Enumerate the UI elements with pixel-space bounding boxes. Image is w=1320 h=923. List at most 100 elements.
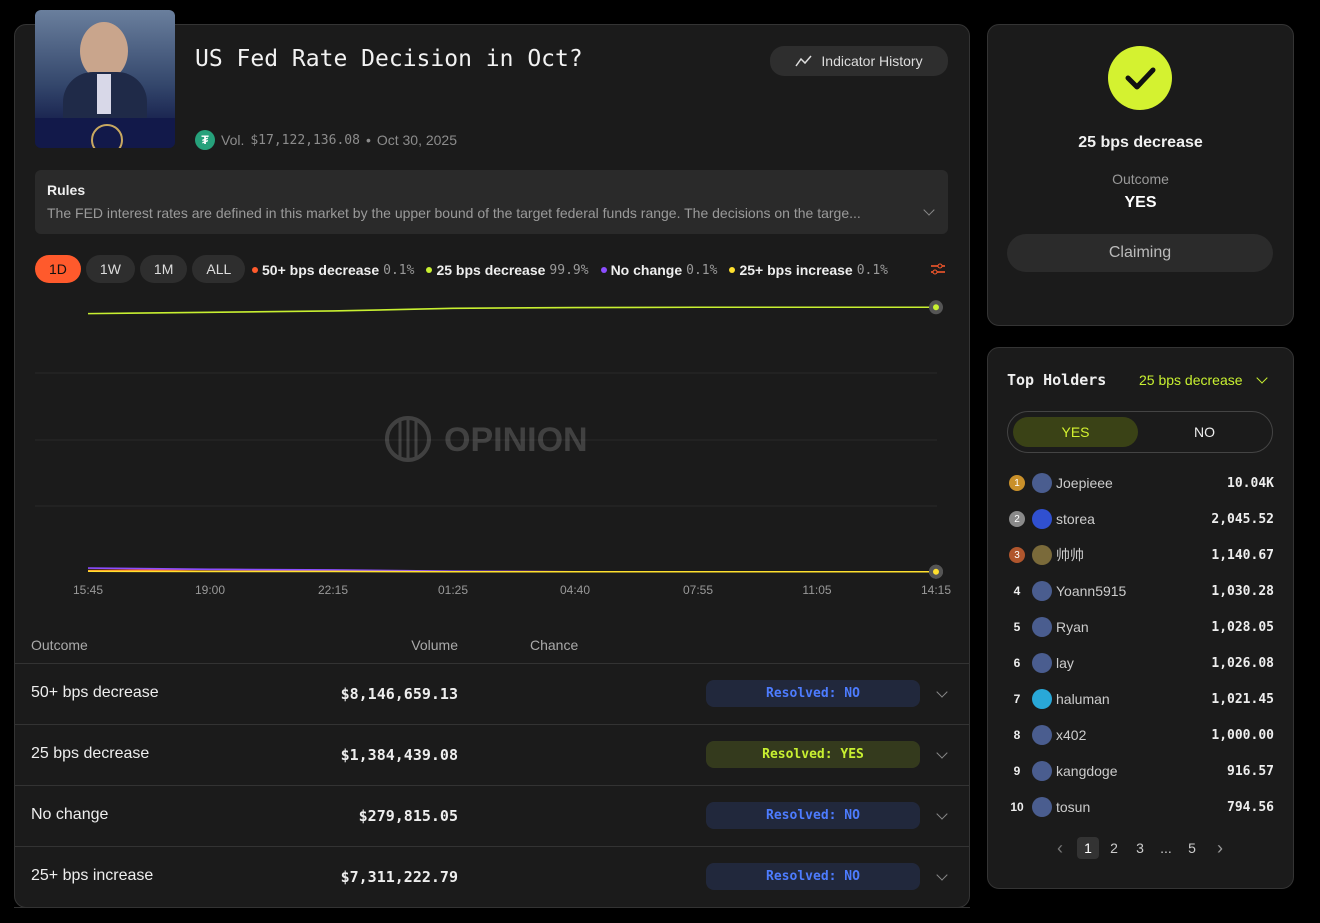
legend-item: 25 bps decrease 99.9%: [426, 262, 589, 278]
page-number[interactable]: ...: [1160, 840, 1172, 856]
outcome-volume: $1,384,439.08: [340, 746, 458, 764]
holder-name: tosun: [1056, 799, 1091, 815]
holder-name: Joepieee: [1056, 475, 1113, 491]
date: Oct 30, 2025: [376, 132, 458, 148]
holder-name: Yoann5915: [1056, 583, 1127, 599]
indicator-history-button[interactable]: Indicator History: [770, 46, 948, 76]
result-outcome: 25 bps decrease: [1078, 134, 1203, 151]
holder-row: 6 lay 1,026.08: [1008, 651, 1274, 675]
row-separator: [14, 785, 970, 786]
holder-amount: 1,000.00: [1211, 727, 1274, 743]
legend-name: 25+ bps increase: [739, 262, 853, 278]
next-page[interactable]: ›: [1217, 837, 1223, 858]
legend-item: 25+ bps increase 0.1%: [729, 262, 888, 278]
holder-name: lay: [1056, 655, 1074, 671]
holder-row: 1 Joepieee 10.04K: [1008, 471, 1274, 495]
legend-dot: [600, 267, 607, 273]
pagination: ‹ 1 2 3... 5 ›: [1040, 837, 1240, 859]
legend-name: 50+ bps decrease: [262, 262, 380, 278]
holder-name: haluman: [1056, 691, 1110, 707]
legend-name: No change: [610, 262, 683, 278]
holder-avatar: [1032, 473, 1052, 493]
holder-row: 2 storea 2,045.52: [1008, 507, 1274, 531]
holder-amount: 916.57: [1227, 763, 1274, 779]
page-number[interactable]: 3: [1136, 840, 1144, 856]
market-meta: ₮ Vol. $17,122,136.08 • Oct 30, 2025: [195, 130, 457, 150]
watermark: OPINION: [385, 416, 588, 462]
button-label: Indicator History: [821, 53, 923, 69]
result-answer: YES: [1124, 194, 1157, 211]
holder-avatar: [1032, 581, 1052, 601]
x-tick-label: 15:45: [73, 583, 103, 597]
page-number[interactable]: 1: [1077, 837, 1099, 859]
status-badge: Resolved: NO: [706, 863, 920, 890]
holder-amount: 10.04K: [1227, 475, 1274, 491]
end-point: [929, 300, 943, 315]
holder-amount: 1,030.28: [1211, 583, 1274, 599]
holder-amount: 794.56: [1227, 799, 1274, 815]
watermark-text: OPINION: [444, 421, 588, 459]
outcome-name: 50+ bps decrease: [31, 684, 159, 701]
volume-label: Vol.: [221, 132, 245, 148]
outcome-name: 25 bps decrease: [31, 745, 150, 762]
status-badge: Resolved: NO: [706, 680, 920, 707]
tab-yes[interactable]: YES: [1013, 417, 1138, 447]
market-image: [35, 10, 175, 148]
row-separator: [14, 907, 970, 908]
holder-avatar: [1032, 797, 1052, 817]
holder-avatar: [1032, 509, 1052, 529]
volume: $17,122,136.08: [250, 132, 360, 148]
holders-filter[interactable]: 25 bps decrease: [1139, 372, 1243, 388]
timeframes: 1D 1W 1M ALL: [35, 255, 246, 283]
x-tick-label: 04:40: [560, 583, 590, 597]
x-tick-label: 07:55: [683, 583, 713, 597]
holder-row: 10 tosun 794.56: [1008, 795, 1274, 819]
column-header: Volume: [411, 637, 458, 653]
holder-row: 5 Ryan 1,028.05: [1008, 615, 1274, 639]
outcome-label: Outcome: [1112, 171, 1169, 187]
holder-rank: 9: [1013, 764, 1021, 778]
timeframe-button[interactable]: 1W: [85, 255, 135, 283]
legend-chance: 0.1%: [383, 262, 415, 278]
timeframe-button[interactable]: 1M: [139, 255, 188, 283]
timeframe-button[interactable]: ALL: [192, 255, 246, 283]
holder-amount: 1,026.08: [1211, 655, 1274, 671]
tab-no[interactable]: NO: [1194, 424, 1215, 440]
holders-title: Top Holders: [1007, 371, 1107, 389]
x-tick-label: 22:15: [318, 583, 348, 597]
holder-avatar: [1032, 653, 1052, 673]
legend-dot: [426, 267, 433, 273]
x-tick-label: 19:00: [195, 583, 225, 597]
holder-amount: 1,140.67: [1211, 547, 1274, 563]
settings-icon[interactable]: [930, 262, 946, 276]
holder-avatar: [1032, 689, 1052, 709]
rules-box[interactable]: Rules The FED interest rates are defined…: [35, 170, 948, 234]
holder-rank: 6: [1013, 656, 1021, 670]
holder-name: kangdoge: [1056, 763, 1118, 779]
claiming-button[interactable]: Claiming: [1007, 234, 1273, 272]
column-header: Chance: [530, 637, 579, 653]
timeframe-button[interactable]: 1D: [35, 255, 81, 283]
holder-avatar: [1032, 725, 1052, 745]
prev-page[interactable]: ‹: [1057, 837, 1063, 858]
status-badge: Resolved: NO: [706, 802, 920, 829]
holder-name: storea: [1056, 511, 1095, 527]
x-tick-label: 14:15: [921, 583, 951, 597]
holder-row: 8 x402 1,000.00: [1008, 723, 1274, 747]
rules-text: The FED interest rates are defined in th…: [47, 205, 861, 221]
outcome-volume: $279,815.05: [358, 807, 458, 825]
history-icon: [795, 55, 812, 67]
x-tick-label: 11:05: [802, 583, 831, 597]
outcome-volume: $7,311,222.79: [340, 868, 458, 886]
page-number[interactable]: 5: [1188, 840, 1196, 856]
status-badge: Resolved: YES: [706, 741, 920, 768]
page-number[interactable]: 2: [1110, 840, 1118, 856]
legend-dot: [252, 267, 258, 273]
outcome-volume: $8,146,659.13: [340, 685, 458, 703]
x-tick-label: 01:25: [438, 583, 468, 597]
legend-item: 50+ bps decrease 0.1%: [252, 262, 414, 278]
holder-amount: 1,028.05: [1211, 619, 1274, 635]
holder-rank: 10: [1010, 800, 1024, 814]
chart-legend: 50+ bps decrease 0.1% 25 bps decrease 99.9%…: [252, 262, 888, 278]
holder-rank: 1: [1009, 475, 1025, 491]
